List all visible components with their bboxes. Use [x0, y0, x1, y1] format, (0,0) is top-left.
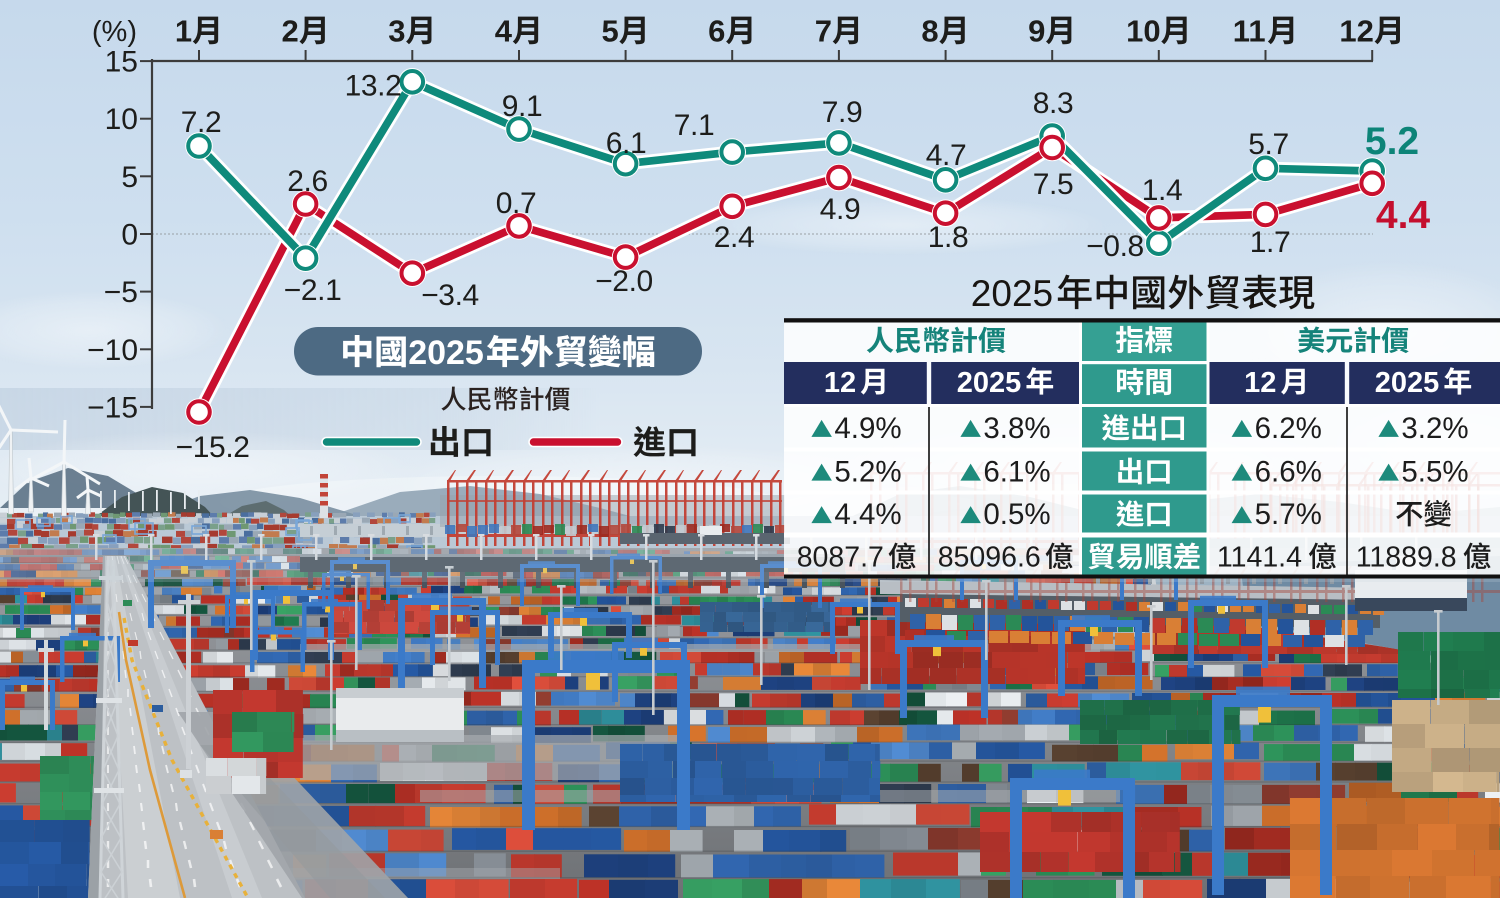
- svg-text:4.7: 4.7: [926, 139, 967, 172]
- svg-text:0.7: 0.7: [496, 187, 537, 220]
- svg-text:−3.4: −3.4: [421, 279, 479, 312]
- svg-text:−5: −5: [104, 276, 138, 309]
- svg-text:11889.8: 11889.8: [1356, 542, 1457, 574]
- svg-text:7.2: 7.2: [181, 106, 222, 139]
- svg-text:9: 9: [1028, 14, 1045, 49]
- svg-text:6.1: 6.1: [606, 127, 647, 160]
- svg-text:4.4: 4.4: [1376, 194, 1431, 237]
- svg-text:1.7: 1.7: [1250, 226, 1291, 259]
- svg-text:15: 15: [105, 46, 138, 79]
- svg-text:5.7: 5.7: [1248, 128, 1289, 161]
- svg-text:1141.4: 1141.4: [1217, 542, 1302, 574]
- svg-text:3: 3: [388, 14, 405, 49]
- svg-text:11: 11: [1233, 14, 1266, 49]
- svg-text:−0.8: −0.8: [1086, 230, 1144, 263]
- svg-text:−15: −15: [87, 391, 138, 424]
- svg-text:3.8%: 3.8%: [983, 412, 1050, 445]
- svg-text:2025: 2025: [971, 273, 1053, 314]
- svg-text:4.4%: 4.4%: [834, 498, 901, 531]
- svg-text:2.4: 2.4: [714, 221, 755, 254]
- svg-text:5.2%: 5.2%: [834, 456, 901, 489]
- svg-text:7.9: 7.9: [822, 96, 863, 129]
- svg-text:5: 5: [602, 14, 619, 49]
- svg-text:0: 0: [121, 219, 138, 252]
- svg-text:7: 7: [815, 14, 832, 49]
- svg-text:10: 10: [1126, 14, 1160, 49]
- svg-text:12: 12: [1339, 14, 1373, 49]
- svg-text:12: 12: [824, 367, 856, 399]
- svg-text:3.2%: 3.2%: [1401, 412, 1468, 445]
- svg-text:7.5: 7.5: [1033, 168, 1074, 201]
- svg-text:1: 1: [175, 14, 192, 49]
- svg-text:6: 6: [708, 14, 725, 49]
- svg-text:85096.6: 85096.6: [938, 542, 1041, 574]
- svg-text:5: 5: [121, 161, 138, 194]
- svg-text:10: 10: [105, 103, 138, 136]
- svg-text:4.9%: 4.9%: [834, 412, 901, 445]
- svg-text:5.7%: 5.7%: [1255, 498, 1322, 531]
- svg-text:−2.0: −2.0: [595, 265, 653, 298]
- svg-text:6.1%: 6.1%: [983, 456, 1050, 489]
- svg-text:8.3: 8.3: [1033, 87, 1074, 120]
- svg-text:2025: 2025: [957, 367, 1022, 399]
- svg-text:5.5%: 5.5%: [1401, 456, 1468, 489]
- svg-text:2025: 2025: [1375, 367, 1440, 399]
- svg-text:8: 8: [921, 14, 938, 49]
- svg-text:5.2: 5.2: [1365, 120, 1419, 163]
- svg-text:6.6%: 6.6%: [1255, 456, 1322, 489]
- svg-text:2: 2: [282, 14, 299, 49]
- svg-text:9.1: 9.1: [502, 90, 543, 123]
- svg-text:2025: 2025: [408, 334, 484, 372]
- svg-text:−2.1: −2.1: [284, 274, 342, 307]
- svg-text:1.4: 1.4: [1142, 174, 1183, 207]
- svg-text:(%): (%): [92, 16, 137, 48]
- svg-text:1.8: 1.8: [928, 221, 969, 254]
- svg-text:−10: −10: [87, 334, 138, 367]
- svg-text:12: 12: [1244, 367, 1276, 399]
- svg-text:0.5%: 0.5%: [983, 498, 1050, 531]
- svg-text:7.1: 7.1: [674, 109, 715, 142]
- svg-text:−15.2: −15.2: [176, 431, 250, 464]
- svg-text:6.2%: 6.2%: [1255, 412, 1322, 445]
- svg-text:8087.7: 8087.7: [797, 542, 884, 574]
- svg-text:2.6: 2.6: [287, 165, 328, 198]
- svg-text:4.9: 4.9: [820, 193, 861, 226]
- svg-text:13.2: 13.2: [345, 70, 402, 103]
- svg-text:4: 4: [495, 14, 513, 49]
